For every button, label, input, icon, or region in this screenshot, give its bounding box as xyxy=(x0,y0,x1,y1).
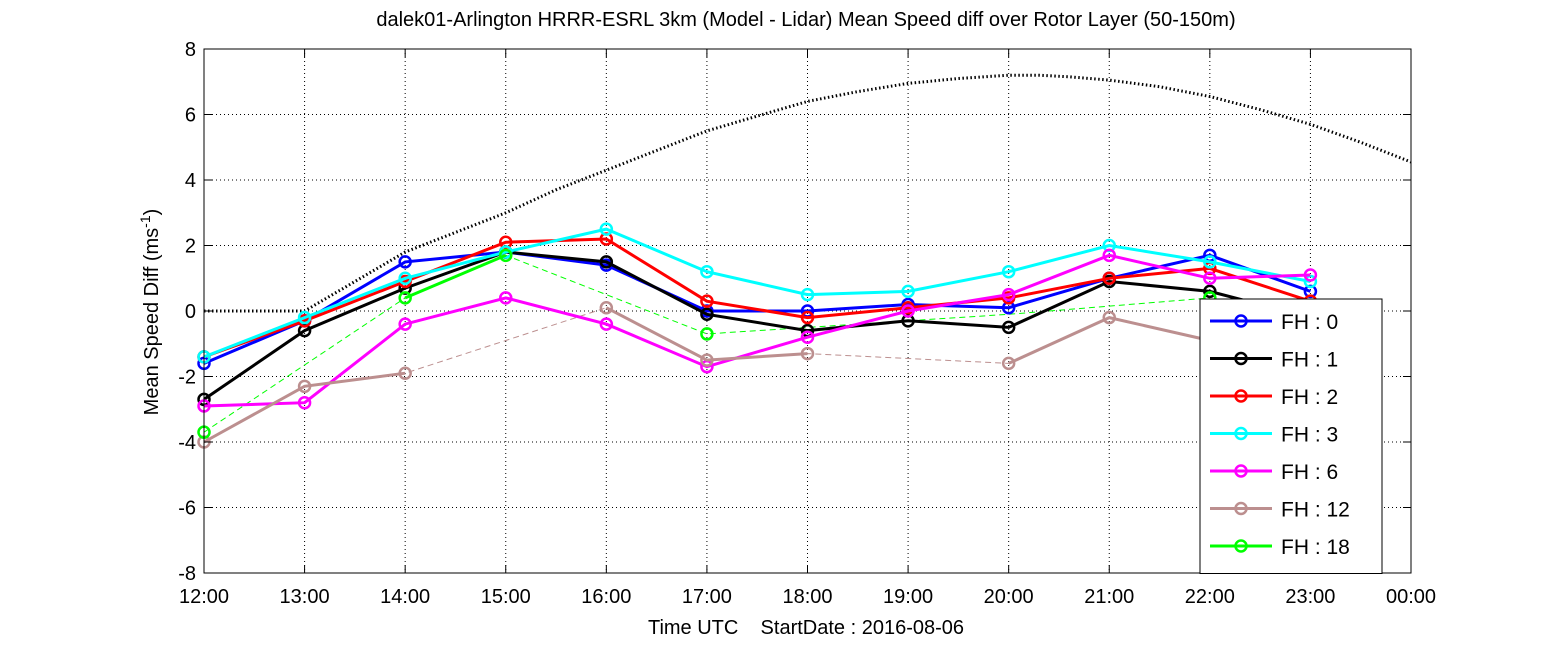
data-point xyxy=(1001,320,1016,335)
x-tick-label: 15:00 xyxy=(481,586,531,608)
y-tick-label: -4 xyxy=(178,432,196,454)
data-point xyxy=(599,222,614,236)
legend-entry-label: FH : 3 xyxy=(1281,424,1338,447)
y-axis-label: Mean Speed Diff (ms-1) xyxy=(137,209,163,416)
data-point xyxy=(1001,264,1016,279)
legend-entry-label: FH : 12 xyxy=(1281,499,1350,522)
data-point xyxy=(1001,287,1016,302)
data-point xyxy=(700,327,714,341)
data-point xyxy=(499,248,513,263)
series-group xyxy=(197,248,1318,413)
legend-entry-label: FH : 1 xyxy=(1281,349,1338,372)
legend-entry-label: FH : 0 xyxy=(1281,311,1338,334)
legend: FH : 0 FH : 1 FH : 2 FH : 3 FH : 6 FH : 12 FH … xyxy=(1199,298,1383,574)
legend-entry-label: FH : 18 xyxy=(1281,536,1350,559)
data-point xyxy=(1203,284,1217,299)
series-group xyxy=(197,222,1318,364)
x-tick-label: 14:00 xyxy=(380,586,430,608)
legend-swatch-marker xyxy=(1234,539,1248,553)
data-point xyxy=(700,307,714,322)
reference-curve-line xyxy=(204,73,1412,313)
x-tick-label: 00:00 xyxy=(1386,586,1436,608)
data-point xyxy=(1203,255,1217,269)
y-tick-label: 8 xyxy=(185,39,196,61)
y-tick-label: 2 xyxy=(185,236,196,258)
data-point xyxy=(800,287,815,302)
data-point xyxy=(297,395,312,410)
data-point xyxy=(297,379,312,394)
data-point xyxy=(901,304,915,318)
legend-swatch-marker xyxy=(1234,389,1248,403)
chart-title: dalek01-Arlington HRRR-ESRL 3km (Model -… xyxy=(376,9,1235,31)
x-tick-label: 22:00 xyxy=(1185,586,1235,608)
axis-ticks: 12:00 13:00 14:00 15:00 16:00 17:00 18:00 19:00… xyxy=(178,39,1436,608)
x-tick-label: 17:00 xyxy=(682,586,732,608)
series-line xyxy=(203,253,1311,408)
y-tick-label: -2 xyxy=(178,367,196,389)
data-point xyxy=(599,317,614,331)
y-tick-label: 4 xyxy=(185,170,196,192)
data-point xyxy=(1102,310,1116,325)
series-line xyxy=(404,253,507,300)
legend-swatch-marker xyxy=(1234,426,1248,441)
data-point xyxy=(398,271,412,285)
series-line xyxy=(203,250,1311,365)
legend-swatch-marker xyxy=(1234,351,1248,366)
legend-swatch-marker xyxy=(1234,314,1248,328)
data-point xyxy=(800,330,815,344)
x-tick-label: 21:00 xyxy=(1084,586,1134,608)
data-point xyxy=(398,366,412,380)
x-tick-label: 19:00 xyxy=(883,586,933,608)
y-tick-label: -8 xyxy=(178,563,196,585)
y-axis-label-superscript: -1 xyxy=(137,215,153,228)
data-point xyxy=(800,310,815,325)
data-point xyxy=(599,300,614,315)
y-axis-label-suffix: ) xyxy=(141,209,163,216)
x-axis-label: Time UTC StartDate : 2016-08-06 xyxy=(648,617,964,639)
series-line xyxy=(1008,316,1211,365)
x-tick-label: 20:00 xyxy=(984,586,1034,608)
reference-curve xyxy=(204,73,1412,313)
data-point xyxy=(700,353,714,367)
x-tick-label: 16:00 xyxy=(581,586,631,608)
data-point xyxy=(398,317,412,331)
y-tick-label: 0 xyxy=(185,301,196,323)
x-tick-label: 23:00 xyxy=(1285,586,1335,608)
series-line xyxy=(203,227,1311,359)
data-point xyxy=(700,294,714,308)
legend-entry-label: FH : 6 xyxy=(1281,461,1338,484)
legend-swatch-marker xyxy=(1234,501,1248,516)
data-point xyxy=(1102,271,1116,285)
x-tick-label: 18:00 xyxy=(782,586,832,608)
legend-entry-label: FH : 2 xyxy=(1281,386,1338,409)
data-point xyxy=(1203,271,1217,285)
x-tick-label: 13:00 xyxy=(280,586,330,608)
data-point xyxy=(499,291,513,305)
series-group xyxy=(197,300,1217,449)
y-tick-label: -6 xyxy=(178,498,196,520)
series-line xyxy=(203,371,406,444)
x-tick-label: 12:00 xyxy=(179,586,229,608)
series-line xyxy=(203,250,1311,401)
series-line xyxy=(605,306,808,362)
series-line xyxy=(203,237,1311,359)
data-point xyxy=(1001,356,1016,371)
series-lines xyxy=(197,222,1318,449)
data-point xyxy=(297,310,312,325)
legend-box xyxy=(1199,298,1383,574)
data-point xyxy=(800,346,815,361)
data-point xyxy=(901,284,915,299)
y-axis-label-main: Mean Speed Diff (ms xyxy=(141,228,163,416)
data-point xyxy=(398,255,412,269)
data-point xyxy=(599,255,614,269)
data-point xyxy=(1303,268,1318,282)
data-point xyxy=(398,291,412,305)
legend-swatch-marker xyxy=(1234,464,1248,478)
y-tick-label: 6 xyxy=(185,105,196,127)
data-point xyxy=(1102,248,1116,263)
data-point xyxy=(700,264,714,279)
